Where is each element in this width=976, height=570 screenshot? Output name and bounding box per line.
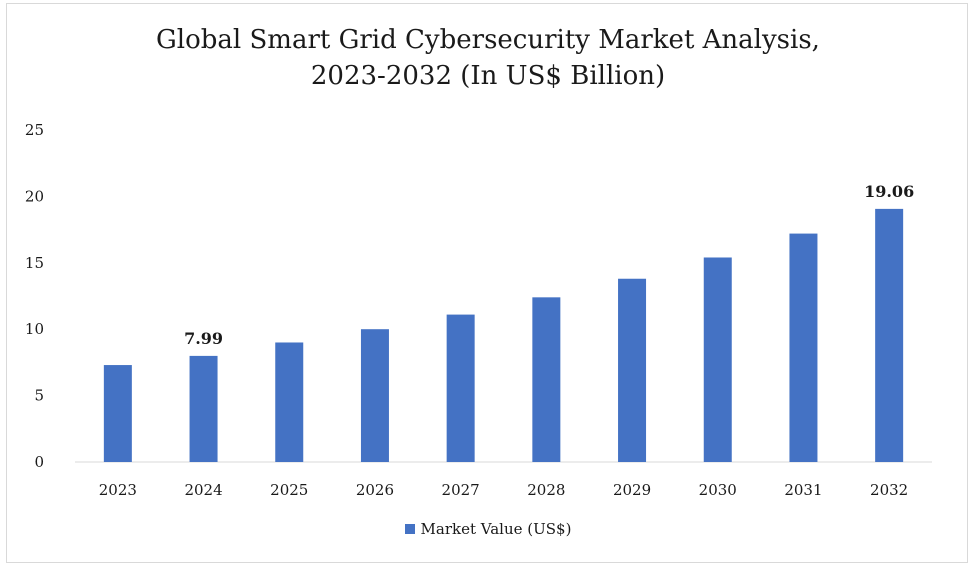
chart-title-line-1: Global Smart Grid Cybersecurity Market A…	[156, 25, 820, 55]
bar-2032	[875, 208, 904, 462]
bar-2029	[618, 278, 647, 462]
bar-2023	[103, 365, 132, 462]
y-tick-label: 5	[34, 387, 44, 405]
data-label-2032: 19.06	[864, 182, 914, 201]
bar-2028	[532, 297, 561, 462]
x-tick-label: 2027	[442, 481, 480, 499]
x-tick-label: 2025	[270, 481, 308, 499]
bar-2026	[360, 329, 389, 462]
y-tick-label: 0	[34, 453, 44, 471]
y-tick-label: 20	[25, 187, 44, 205]
legend-label: Market Value (US$)	[420, 520, 572, 538]
chart-title-line-2: 2023-2032 (In US$ Billion)	[310, 61, 666, 91]
data-label-2024: 7.99	[184, 329, 223, 348]
y-tick-label: 10	[25, 320, 44, 338]
bar-2024	[189, 355, 218, 462]
y-tick-label: 15	[25, 254, 44, 272]
bar-2031	[789, 233, 818, 462]
x-tick-label: 2023	[99, 481, 137, 499]
x-tick-label: 2030	[699, 481, 737, 499]
bar-2027	[446, 314, 475, 462]
x-tick-label: 2024	[184, 481, 222, 499]
chart-legend: Market Value (US$)	[0, 520, 976, 538]
x-tick-label: 2026	[356, 481, 394, 499]
x-tick-label: 2029	[613, 481, 651, 499]
chart-title: Global Smart Grid Cybersecurity Market A…	[0, 22, 976, 94]
y-tick-label: 25	[25, 121, 44, 139]
legend-swatch	[404, 524, 415, 534]
bar-2030	[703, 257, 732, 462]
bar-2025	[275, 342, 304, 462]
x-tick-label: 2028	[527, 481, 565, 499]
x-tick-label: 2031	[784, 481, 822, 499]
x-tick-label: 2032	[870, 481, 908, 499]
